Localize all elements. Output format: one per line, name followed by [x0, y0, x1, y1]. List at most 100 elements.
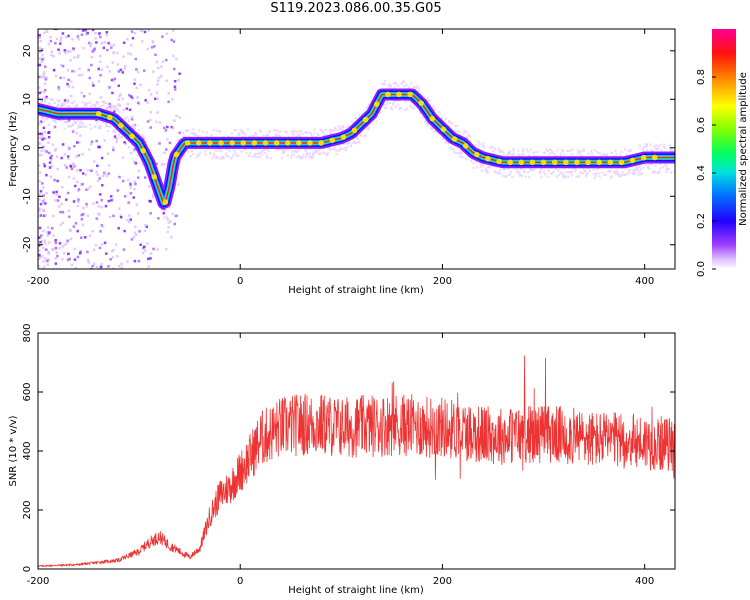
heatmap-noise-cell	[65, 166, 68, 169]
heatmap-halo-cell	[71, 102, 75, 105]
heatmap-halo-cell	[668, 148, 672, 151]
heatmap-halo-cell	[552, 170, 555, 173]
heatmap-halo-cell	[50, 98, 53, 101]
heatmap-noise-cell	[38, 97, 41, 100]
heatmap-noise-cell	[103, 241, 107, 245]
heatmap-halo-cell	[112, 105, 115, 108]
heatmap-noise-cell	[137, 259, 141, 263]
heatmap-noise-cell	[41, 186, 45, 189]
heatmap-noise-cell	[158, 142, 161, 145]
heatmap-halo-cell	[517, 152, 520, 156]
heatmap-noise-cell	[41, 201, 45, 204]
heatmap-noise-cell	[131, 36, 135, 40]
heatmap-halo-cell	[257, 152, 260, 156]
heatmap-noise-cell	[67, 209, 71, 212]
heatmap-noise-cell	[149, 212, 152, 215]
heatmap-halo-cell	[508, 150, 511, 153]
heatmap-noise-cell	[175, 114, 178, 118]
heatmap-halo-cell	[240, 130, 243, 133]
heatmap-noise-cell	[149, 111, 152, 114]
heatmap-halo-cell	[608, 170, 611, 173]
heatmap-halo-cell	[499, 172, 502, 175]
heatmap-ridge-spot	[195, 140, 202, 146]
heatmap-noise-cell	[63, 243, 67, 246]
heatmap-noise-cell	[149, 93, 153, 96]
heatmap-halo-cell	[548, 148, 552, 151]
heatmap-halo-cell	[542, 170, 545, 173]
heatmap-noise-cell	[122, 248, 126, 251]
heatmap-halo-cell	[575, 175, 578, 178]
heatmap-noise-cell	[152, 247, 155, 251]
heatmap-halo-cell	[553, 153, 556, 156]
heatmap-halo-cell	[628, 169, 632, 172]
heatmap-halo-cell	[183, 135, 186, 138]
heatmap-noise-cell	[51, 226, 54, 230]
heatmap-noise-cell	[68, 228, 71, 232]
heatmap-noise-cell	[49, 156, 52, 160]
heatmap-ridge-spot	[95, 111, 102, 117]
heatmap-halo-cell	[278, 147, 281, 151]
heatmap-halo-cell	[653, 170, 656, 173]
heatmap-halo-cell	[57, 103, 60, 106]
heatmap-halo-cell	[416, 85, 419, 88]
heatmap-noise-cell	[85, 188, 88, 192]
heatmap-halo-cell	[500, 149, 503, 153]
heatmap-halo-cell	[402, 80, 405, 83]
heatmap-noise-cell	[103, 139, 106, 142]
heatmap-halo-cell	[301, 156, 304, 159]
heatmap-halo-cell	[505, 175, 508, 178]
heatmap-halo-cell	[654, 171, 657, 174]
heatmap-halo-cell	[386, 101, 389, 104]
heatmap-halo-cell	[132, 126, 135, 130]
heatmap-halo-cell	[132, 150, 135, 153]
heatmap-halo-cell	[411, 106, 414, 109]
colorbar-tick-label: 0.6	[696, 117, 707, 133]
heatmap-halo-cell	[509, 170, 513, 173]
heatmap-noise-cell	[100, 243, 104, 246]
heatmap-halo-cell	[393, 86, 396, 89]
heatmap-halo-cell	[71, 123, 75, 126]
heatmap-noise-cell	[178, 131, 181, 135]
heatmap-halo-cell	[627, 149, 630, 152]
heatmap-halo-cell	[673, 170, 675, 173]
heatmap-noise-cell	[69, 165, 73, 168]
heatmap-noise-cell	[53, 125, 57, 129]
heatmap-halo-cell	[412, 107, 416, 110]
heatmap-noise-cell	[79, 169, 82, 172]
heatmap-halo-cell	[582, 149, 585, 152]
heatmap-halo-cell	[531, 151, 535, 154]
heatmap-noise-cell	[85, 33, 88, 36]
heatmap-halo-cell	[482, 144, 485, 148]
heatmap-noise-cell	[131, 96, 134, 100]
heatmap-halo-cell	[479, 165, 482, 168]
heatmap-noise-cell	[166, 125, 169, 129]
heatmap-halo-cell	[97, 126, 100, 129]
heatmap-halo-cell	[651, 170, 655, 174]
heatmap-noise-cell	[58, 52, 61, 55]
heatmap-halo-cell	[569, 171, 572, 174]
heatmap-halo-cell	[184, 129, 188, 132]
heatmap-halo-cell	[397, 84, 400, 87]
heatmap-noise-cell	[45, 29, 48, 31]
heatmap-noise-cell	[88, 76, 91, 80]
heatmap-noise-cell	[171, 126, 175, 130]
heatmap-halo-cell	[560, 149, 564, 152]
heatmap-noise-cell	[38, 141, 41, 145]
heatmap-noise-cell	[50, 164, 54, 168]
heatmap-halo-cell	[253, 131, 257, 134]
heatmap-halo-cell	[286, 154, 289, 157]
heatmap-y-tick-label: 10	[22, 93, 33, 106]
heatmap-halo-cell	[178, 162, 181, 166]
heatmap-noise-cell	[38, 179, 41, 183]
heatmap-halo-cell	[63, 102, 66, 105]
heatmap-noise-cell	[134, 57, 138, 61]
heatmap-halo-cell	[469, 159, 473, 162]
heatmap-noise-cell	[126, 178, 130, 182]
heatmap-halo-cell	[546, 149, 549, 153]
heatmap-noise-cell	[110, 46, 113, 49]
heatmap-ridge-spot	[585, 159, 591, 166]
heatmap-halo-cell	[620, 150, 623, 154]
heatmap-halo-cell	[466, 135, 469, 138]
heatmap-halo-cell	[101, 100, 104, 103]
heatmap-halo-cell	[462, 132, 465, 135]
